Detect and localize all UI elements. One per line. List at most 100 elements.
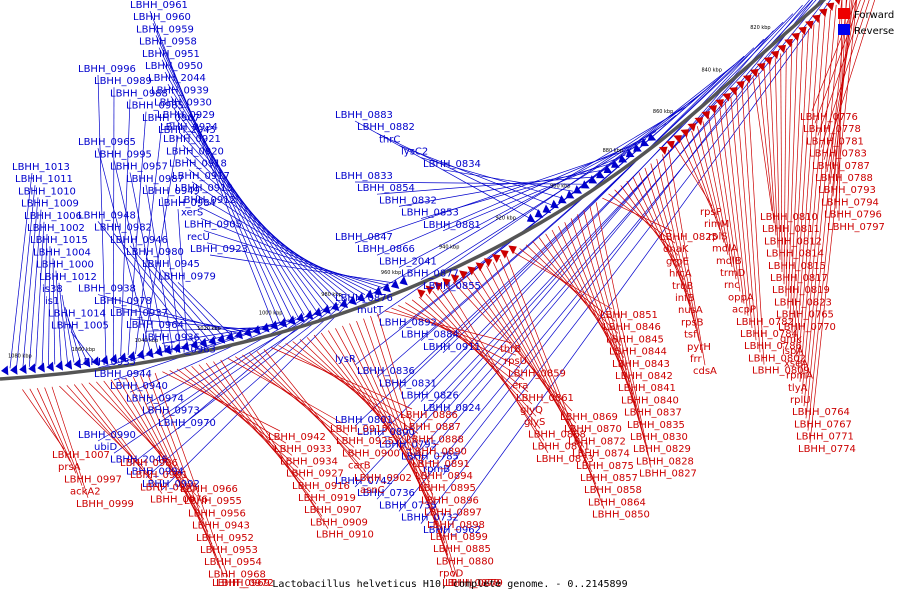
forward-gene-label: LBHH_0887 <box>403 422 461 433</box>
kbp-tick-label: 1080 kbp <box>8 354 32 360</box>
reverse-gene-arrow <box>534 209 544 218</box>
reverse-leader-line <box>55 270 62 364</box>
forward-leader-line <box>735 92 757 341</box>
forward-gene-label: LBHH_0787 <box>812 161 870 172</box>
forward-gene-label: mdlA <box>712 244 738 255</box>
forward-leader-line <box>335 328 440 519</box>
reverse-leader-line <box>16 185 36 368</box>
forward-gene-label: LBHH_0829 <box>633 444 691 455</box>
reverse-gene-arrow <box>322 304 331 315</box>
reverse-leader-line <box>35 221 45 367</box>
reverse-gene-arrow <box>278 317 288 328</box>
forward-gene-label: LBHH_0846 <box>603 322 661 333</box>
reverse-leader-line <box>22 197 39 368</box>
forward-gene-label: hrcA <box>669 269 692 280</box>
forward-leader-line <box>799 9 831 382</box>
reverse-gene-label: LBHH_1006 <box>24 211 82 222</box>
forward-gene-label: LBHH_0767 <box>794 419 852 430</box>
reverse-gene-label: LBHH_1011 <box>15 174 73 185</box>
forward-gene-label: rpsB <box>681 317 704 328</box>
reverse-gene-label: LBHH_0967 <box>142 113 200 124</box>
forward-gene-label: LBHH_0764 <box>792 407 850 418</box>
forward-leader-line <box>724 101 749 316</box>
reverse-leader-line <box>354 181 584 185</box>
forward-gene-label: acpP <box>732 305 756 316</box>
forward-leader-line <box>691 130 725 243</box>
forward-leader-line <box>391 307 517 356</box>
forward-leader-line <box>791 29 809 334</box>
forward-gene-arrow <box>425 285 434 295</box>
forward-leader-line <box>730 97 753 329</box>
forward-gene-label: LBHH_0783 <box>809 149 867 160</box>
forward-gene-label: LBHH_0784 <box>740 329 798 340</box>
reverse-leader-line <box>398 47 755 390</box>
kbp-tick-label: 840 kbp <box>702 67 722 73</box>
reverse-leader-line <box>152 23 280 323</box>
forward-gene-arrow <box>804 20 814 30</box>
forward-leader-line <box>713 111 741 292</box>
forward-gene-label: LBHH_0844 <box>609 347 667 358</box>
forward-leader-line <box>538 237 625 359</box>
forward-gene-label: LBHH_0894 <box>415 471 473 482</box>
forward-leader-line <box>583 210 646 444</box>
forward-gene-label: LBHH_0809 <box>752 366 810 377</box>
reverse-gene-label: LBHH_0970 <box>158 418 216 429</box>
reverse-leader-line <box>420 0 811 463</box>
reverse-gene-label: LBHH_0824 <box>423 403 481 414</box>
forward-gene-label: trmD <box>720 268 746 279</box>
reverse-gene-label: LBHH_0923 <box>190 244 248 255</box>
reverse-gene-arrow <box>581 180 590 189</box>
reverse-gene-arrow <box>217 333 226 344</box>
forward-gene-arrow <box>708 105 717 114</box>
forward-gene-label: LBHH_0802 <box>748 353 806 364</box>
reverse-gene-arrow <box>588 175 598 184</box>
reverse-gene-label: LBHH_0963 <box>158 345 216 356</box>
forward-gene-arrow <box>467 266 476 276</box>
forward-gene-label: LBHH_0851 <box>600 310 658 321</box>
reverse-gene-label: LBHH_0921 <box>163 134 221 145</box>
forward-gene-arrow <box>825 2 835 12</box>
forward-leader-line <box>589 206 649 456</box>
reverse-gene-arrow <box>208 335 217 346</box>
reverse-gene-arrow <box>226 331 235 342</box>
forward-leader-line <box>650 163 697 329</box>
reverse-gene-arrow <box>37 362 45 373</box>
forward-gene-label: LBHH_0899 <box>430 532 488 543</box>
forward-gene-label: LBHH_0907 <box>304 505 362 516</box>
forward-gene-label: dnaK <box>663 244 689 255</box>
forward-gene-label: LBHH_0896 <box>421 495 479 506</box>
legend-forward-label: Forward <box>854 10 894 21</box>
forward-leader-line <box>384 310 513 344</box>
reverse-gene-label: LBHH_0855 <box>423 281 481 292</box>
forward-leader-line <box>81 383 163 494</box>
forward-leader-line <box>492 262 597 485</box>
reverse-gene-label: LBHH_0883 <box>335 110 393 121</box>
reverse-gene-label: LBHH_0957 <box>110 162 168 173</box>
reverse-gene-arrow <box>382 282 391 293</box>
forward-leader-line <box>271 347 413 410</box>
forward-gene-label: LBHH_1007 <box>52 450 110 461</box>
forward-gene-label: LBHH_0954 <box>204 557 262 568</box>
reverse-leader-line <box>145 327 261 332</box>
forward-gene-label: LBHH_0991 <box>130 470 188 481</box>
reverse-gene-arrow <box>199 337 208 348</box>
reverse-leader-line <box>442 0 814 476</box>
forward-leader-line <box>249 352 361 460</box>
forward-leader-line <box>769 63 779 248</box>
reverse-gene-label: LBHH_0736 <box>357 488 415 499</box>
reverse-leader-line <box>112 87 115 358</box>
reverse-gene-arrow <box>526 213 536 223</box>
forward-gene-label: pyrH <box>687 342 711 353</box>
forward-leader-line <box>220 359 329 529</box>
forward-gene-label: LBHH_0840 <box>621 395 679 406</box>
forward-gene-arrow <box>777 44 787 54</box>
reverse-leader-line <box>129 245 210 341</box>
forward-gene-label: gmk <box>780 334 802 345</box>
reverse-gene-label: lysR <box>335 354 356 365</box>
reverse-gene-arrow <box>313 307 323 317</box>
reverse-gene-label: LBHH_0832 <box>379 195 437 206</box>
forward-leader-line <box>446 284 549 453</box>
reverse-gene-label: LBHH_0959 <box>136 24 194 35</box>
reverse-gene-arrow <box>91 356 100 367</box>
reverse-gene-label: LBHH_0884 <box>401 330 459 341</box>
